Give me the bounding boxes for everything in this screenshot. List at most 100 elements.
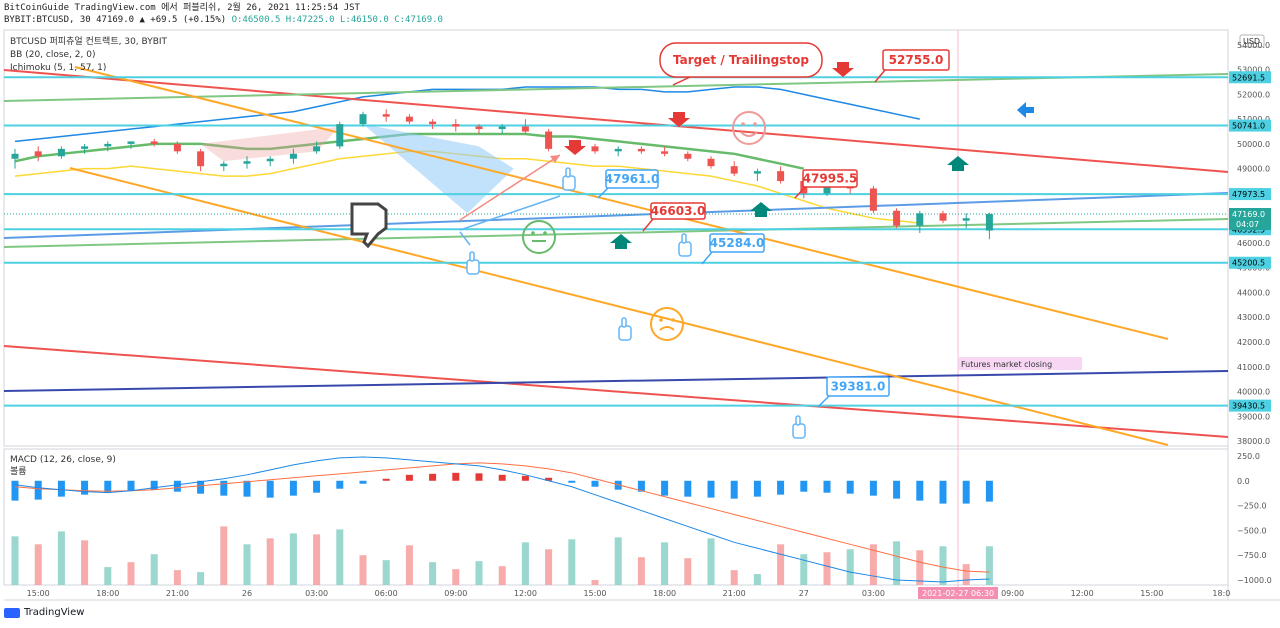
candle-timer-label: 04:07 xyxy=(1236,220,1259,229)
volume-bar xyxy=(985,546,993,585)
macd-histogram-bar xyxy=(521,475,529,481)
candle-body xyxy=(661,151,669,154)
time-tick-label: 21:00 xyxy=(166,589,189,598)
ichimoku-cloud xyxy=(363,124,514,214)
open-value: O:46500.5 xyxy=(231,15,281,25)
brand-label: TradingView xyxy=(24,607,85,618)
volume-bar xyxy=(57,531,65,585)
volume-bar xyxy=(34,544,42,585)
candle-body xyxy=(985,214,993,231)
volume-bar xyxy=(289,533,297,585)
macd-histogram-bar xyxy=(336,480,344,489)
currency-label: USD xyxy=(1243,37,1260,46)
price-tick-label: 50000.0 xyxy=(1237,140,1270,149)
callout-pointer xyxy=(672,76,691,86)
hand-pointer-icon xyxy=(562,175,576,191)
high-value: H:47225.0 xyxy=(285,15,335,25)
volume-bar xyxy=(359,555,367,585)
volume-bar xyxy=(707,538,715,585)
smiley-neutral-icon xyxy=(522,220,556,254)
candle-body xyxy=(127,141,135,144)
volume-bar xyxy=(243,544,251,585)
tradingview-logo-icon xyxy=(4,607,20,618)
smiley-worried-icon xyxy=(650,307,684,341)
candle-body xyxy=(521,126,529,132)
time-tick-label: 15:00 xyxy=(1140,589,1163,598)
candle-body xyxy=(893,210,901,226)
macd-histogram-bar xyxy=(405,474,413,481)
macd-histogram-bar xyxy=(846,480,854,494)
projection-arrow xyxy=(459,154,561,221)
volume-bar xyxy=(962,564,970,585)
callout-52755-box xyxy=(882,49,950,71)
macd-histogram-bar xyxy=(150,480,158,490)
macd-histogram-bar xyxy=(313,480,321,493)
macd-histogram-bar xyxy=(962,480,970,504)
time-tick-label: 15:00 xyxy=(583,589,606,598)
volume-bar xyxy=(429,562,437,585)
volume-bar xyxy=(846,549,854,585)
main-pane-frame xyxy=(3,29,1229,447)
trend-line xyxy=(3,192,1229,239)
candle-body xyxy=(475,126,483,130)
candle-body xyxy=(382,114,390,117)
volume-bar xyxy=(869,544,877,585)
volume-bar xyxy=(893,541,901,585)
time-tick-label: 18:00 xyxy=(96,589,119,598)
trend-line xyxy=(3,218,1229,248)
macd-histogram-bar xyxy=(220,480,228,496)
volume-bar xyxy=(591,580,599,585)
candle-body xyxy=(545,131,553,149)
volume-bar xyxy=(916,550,924,585)
time-tick-label: 18:0 xyxy=(1212,589,1230,598)
callout-46603-box xyxy=(650,202,706,220)
footer-brand: TradingView xyxy=(4,607,84,618)
macd-histogram-bar xyxy=(730,480,738,499)
top-info-bar: BitCoinGuide TradingView.com 에서 퍼블리쉬, 2월… xyxy=(4,2,443,26)
futures-note-box xyxy=(958,357,1082,370)
currency-badge xyxy=(1239,34,1265,48)
macd-histogram-bar xyxy=(197,480,205,494)
price-tick-label: 52000.0 xyxy=(1237,90,1270,99)
macd-histogram-bar xyxy=(684,480,692,497)
macd-histogram-bar xyxy=(591,480,599,487)
macd-histogram-bar xyxy=(661,480,669,496)
price-tick-label: 44000.0 xyxy=(1237,288,1270,297)
arrow-down-icon xyxy=(832,62,854,77)
candle-body xyxy=(197,151,205,167)
price-tick-label: 54000.0 xyxy=(1237,41,1270,50)
close-value: C:47169.0 xyxy=(394,15,443,25)
volume-bar xyxy=(475,561,483,585)
time-tick-label: 03:00 xyxy=(862,589,885,598)
macd-histogram-bar xyxy=(452,472,460,481)
macd-histogram-bar xyxy=(916,480,924,501)
trend-line xyxy=(69,167,1169,446)
price-tick-label: 42000.0 xyxy=(1237,338,1270,347)
macd-histogram-bar xyxy=(359,480,367,484)
futures-note-label: Futures market closing xyxy=(961,360,1052,369)
candle-body xyxy=(266,158,274,162)
volume-bar xyxy=(127,562,135,585)
smiley-neutral-icon-eye xyxy=(543,231,547,235)
candle-body xyxy=(81,146,89,149)
target-callout-box xyxy=(659,42,823,78)
trend-line xyxy=(74,66,1169,340)
trend-line xyxy=(3,370,1229,392)
candle-body xyxy=(614,148,622,152)
macd-histogram-bar xyxy=(939,480,947,504)
volume-bar xyxy=(452,569,460,585)
macd-histogram-bar xyxy=(869,480,877,496)
arrow-up-icon xyxy=(610,234,632,249)
smiley-happy-icon xyxy=(732,111,766,145)
volume-bar xyxy=(614,537,622,585)
time-tick-label: 12:00 xyxy=(1071,589,1094,598)
volume-bar xyxy=(173,570,181,585)
legend-macd: MACD (12, 26, close, 9) xyxy=(10,455,116,465)
candle-body xyxy=(34,151,42,157)
hand-pointer-icon xyxy=(618,325,632,341)
legend-symbol: BTCUSD 퍼피츄얼 컨트랙트, 30, BYBIT xyxy=(10,36,168,47)
level-price-badge xyxy=(1229,119,1271,132)
candle-body xyxy=(173,143,181,152)
ichimoku-cloud-red xyxy=(200,126,340,162)
